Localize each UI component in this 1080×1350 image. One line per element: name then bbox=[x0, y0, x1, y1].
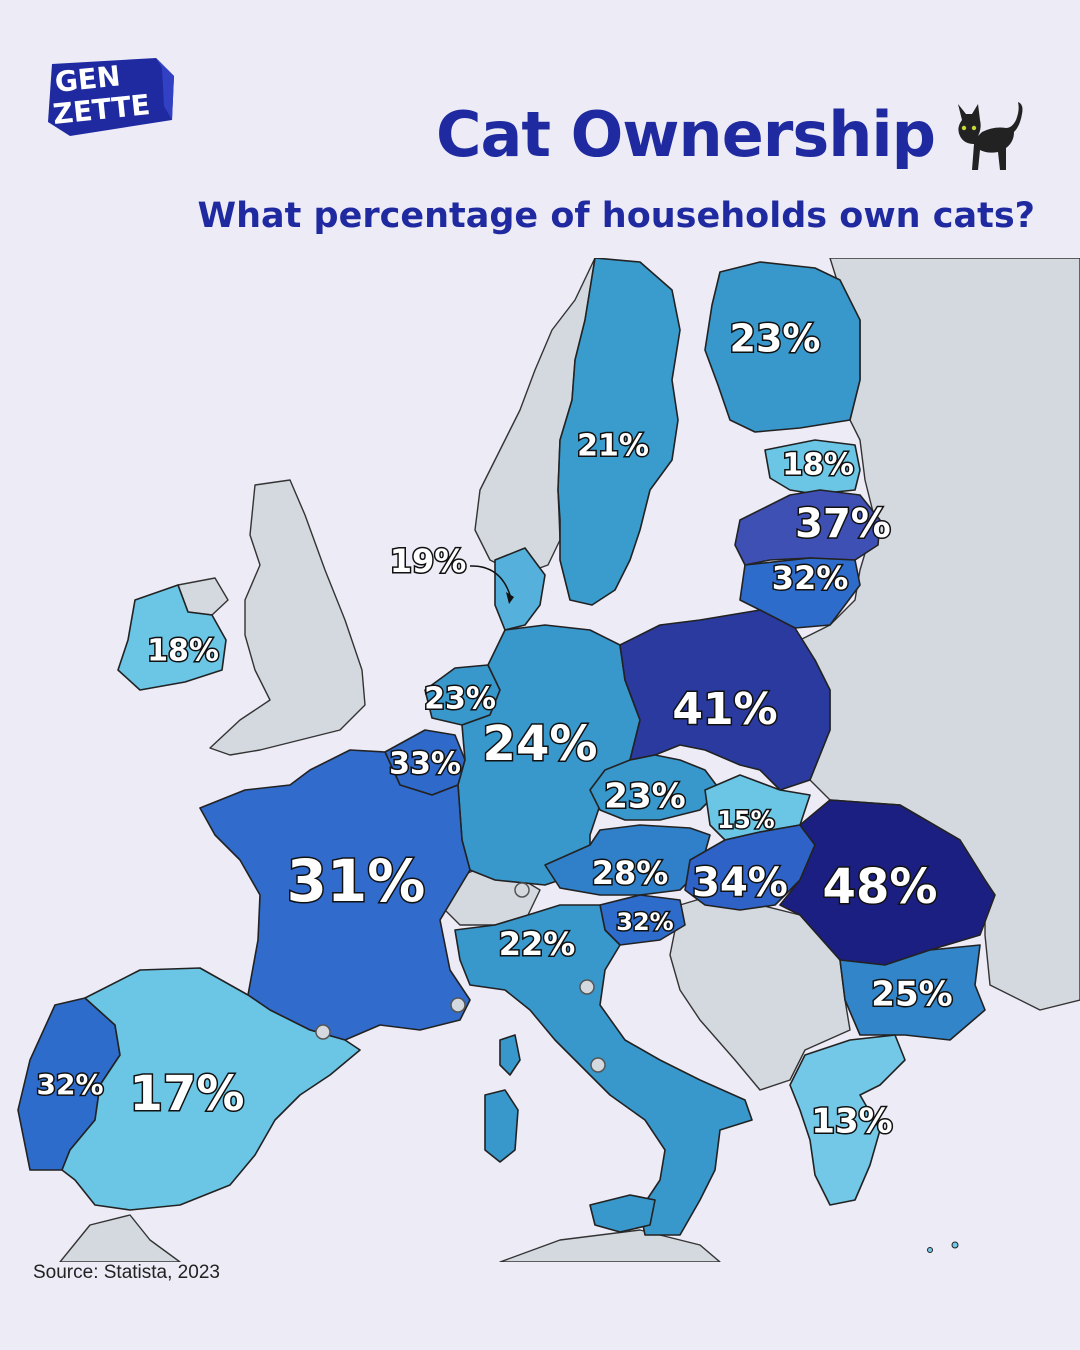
label-slovakia: 15% bbox=[717, 806, 774, 834]
africa-east bbox=[499, 1229, 721, 1262]
europe-map: 23% 21% 18% 37% 32% 19% 18% 23% 24% 33% … bbox=[17, 258, 1080, 1262]
country-corsica bbox=[499, 1034, 521, 1076]
country-sardinia bbox=[484, 1089, 519, 1163]
microstate-markers bbox=[315, 882, 606, 1073]
label-germany: 24% bbox=[483, 716, 598, 772]
black-cat-icon bbox=[958, 102, 1023, 170]
logo-text-gen: GEN bbox=[53, 59, 122, 99]
label-spain: 17% bbox=[130, 1066, 245, 1122]
country-denmark bbox=[494, 547, 546, 631]
great-britain bbox=[209, 479, 366, 756]
label-bulgaria: 25% bbox=[871, 975, 952, 1015]
label-latvia: 37% bbox=[795, 501, 891, 547]
label-estonia: 18% bbox=[782, 448, 854, 483]
label-greece: 13% bbox=[811, 1102, 892, 1142]
page-title: Cat Ownership bbox=[436, 98, 936, 171]
country-estonia bbox=[764, 439, 861, 495]
country-greece bbox=[789, 1034, 906, 1206]
label-slovenia: 32% bbox=[616, 908, 673, 936]
label-netherlands: 23% bbox=[424, 682, 496, 717]
balkans bbox=[669, 889, 851, 1091]
north-africa bbox=[59, 1214, 181, 1262]
page-subtitle: What percentage of households own cats? bbox=[197, 196, 1036, 236]
country-lithuania bbox=[739, 557, 861, 629]
country-finland bbox=[704, 261, 861, 433]
country-sicily bbox=[589, 1194, 656, 1233]
country-sweden bbox=[557, 258, 681, 606]
label-hungary: 34% bbox=[692, 860, 788, 906]
country-bulgaria bbox=[839, 944, 986, 1041]
country-latvia bbox=[734, 489, 881, 566]
label-romania: 48% bbox=[823, 859, 938, 915]
genzette-logo: GEN ZETTE bbox=[48, 58, 174, 136]
percent-labels: 23% 21% 18% 37% 32% 19% 18% 23% 24% 33% … bbox=[35, 315, 954, 1143]
label-italy: 22% bbox=[499, 925, 576, 963]
label-denmark: 19% bbox=[390, 542, 467, 580]
country-czechia bbox=[589, 754, 721, 821]
country-spain bbox=[61, 967, 361, 1211]
label-poland: 41% bbox=[672, 684, 777, 735]
label-belgium: 33% bbox=[389, 747, 461, 782]
denmark-callout-arrow bbox=[469, 565, 511, 596]
country-france bbox=[199, 749, 471, 1041]
label-portugal: 32% bbox=[36, 1068, 103, 1101]
country-ireland bbox=[117, 584, 227, 691]
label-france: 31% bbox=[287, 847, 426, 915]
countries bbox=[17, 258, 996, 1253]
label-ireland: 18% bbox=[147, 634, 219, 669]
label-finland: 23% bbox=[730, 317, 821, 361]
label-sweden: 21% bbox=[577, 429, 649, 464]
source-note: Source: Statista, 2023 bbox=[33, 1262, 220, 1283]
label-austria: 28% bbox=[592, 854, 669, 892]
label-lithuania: 32% bbox=[772, 559, 849, 597]
label-czechia: 23% bbox=[604, 777, 685, 817]
